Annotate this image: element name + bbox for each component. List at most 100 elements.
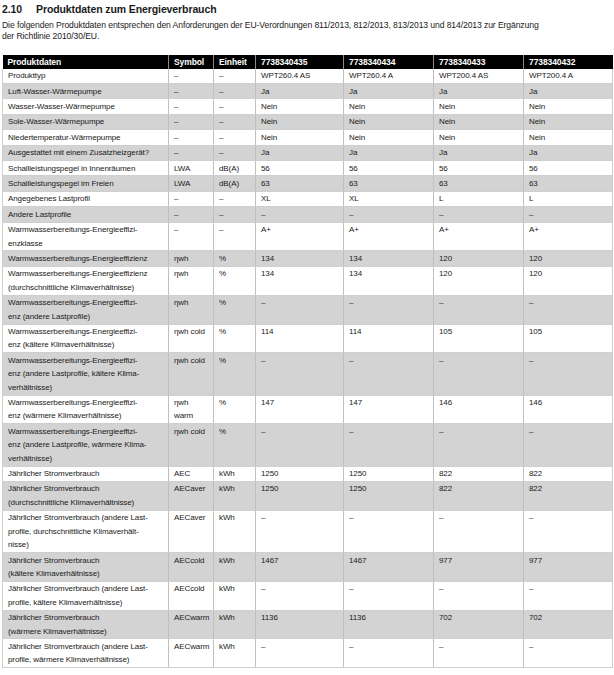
value-cell: 822 — [524, 481, 613, 510]
symbol-cell: – — [169, 145, 214, 160]
value-cell: – — [256, 295, 344, 324]
value-cell: – — [524, 510, 613, 552]
value-cell: Ja — [256, 145, 344, 160]
unit-cell: – — [214, 84, 256, 99]
unit-cell: kWh — [214, 510, 256, 552]
table-row: Jährlicher Stromverbrauch AEC kWh 1250 1… — [3, 466, 613, 481]
unit-cell: kWh — [214, 610, 256, 639]
value-cell: WPT200.4 A — [524, 69, 613, 84]
value-cell: 134 — [256, 251, 344, 266]
value-cell: L — [434, 191, 524, 206]
value-cell: Ja — [524, 145, 613, 160]
table-row: Jährlicher Stromverbrauch (durchschnittl… — [3, 481, 613, 510]
value-cell: 822 — [434, 466, 524, 481]
symbol-cell: AECaver — [169, 510, 214, 552]
row-label-cell: Jährlicher Stromverbrauch (andere Last- … — [3, 510, 169, 552]
value-cell: – — [434, 353, 524, 395]
value-cell: A+ — [524, 222, 613, 251]
table-row: Schallleistungspegel in Innenräumen LWA … — [3, 161, 613, 176]
value-cell: Nein — [524, 114, 613, 129]
table-row: Jährlicher Stromverbrauch (wärmere Klima… — [3, 610, 613, 639]
page-title: Produktdaten zum Energieverbrauch — [36, 3, 217, 16]
value-cell: – — [434, 207, 524, 222]
table-row: Angegebenes Lastprofil – – XL XL L L — [3, 191, 613, 206]
value-cell: 146 — [524, 395, 613, 424]
value-cell: 147 — [256, 395, 344, 424]
symbol-cell: ηwh warm — [169, 395, 214, 424]
value-cell: – — [256, 639, 344, 668]
unit-cell: kWh — [214, 466, 256, 481]
value-cell: – — [524, 353, 613, 395]
value-cell: WPT260.4 A — [344, 69, 434, 84]
value-cell: – — [434, 581, 524, 610]
value-cell: 134 — [256, 266, 344, 295]
value-cell: – — [434, 424, 524, 466]
table-row: Warmwasserbereitungs-Energieeffizienz ηw… — [3, 251, 613, 266]
row-label-cell: Schallleistungspegel im Freien — [3, 176, 169, 191]
value-cell: 1136 — [344, 610, 434, 639]
unit-cell: % — [214, 395, 256, 424]
value-cell: Nein — [344, 114, 434, 129]
row-label-cell: Warmwasserbereitungs-Energieeffizi- enzk… — [3, 222, 169, 251]
value-cell: 977 — [524, 553, 613, 582]
symbol-cell: – — [169, 99, 214, 114]
value-cell: 105 — [434, 324, 524, 353]
row-label-cell: Warmwasserbereitungs-Energieeffizienz — [3, 251, 169, 266]
symbol-cell: – — [169, 69, 214, 84]
value-cell: Nein — [434, 99, 524, 114]
unit-cell: – — [214, 130, 256, 145]
value-cell: Ja — [256, 84, 344, 99]
unit-cell: – — [214, 99, 256, 114]
value-cell: – — [524, 581, 613, 610]
column-header-symbol: Symbol — [169, 55, 214, 69]
row-label-cell: Schallleistungspegel in Innenräumen — [3, 161, 169, 176]
unit-cell: kWh — [214, 481, 256, 510]
row-label-cell: Jährlicher Stromverbrauch (andere Last- … — [3, 639, 169, 668]
row-label-cell: Jährlicher Stromverbrauch (andere Last- … — [3, 581, 169, 610]
value-cell: – — [344, 510, 434, 552]
value-cell: 63 — [256, 176, 344, 191]
unit-cell: % — [214, 353, 256, 395]
row-label-cell: Jährlicher Stromverbrauch (kältere Klima… — [3, 553, 169, 582]
value-cell: – — [524, 295, 613, 324]
value-cell: Nein — [524, 99, 613, 114]
table-row: Sole-Wasser-Wärmepumpe – – Nein Nein Nei… — [3, 114, 613, 129]
value-cell: 63 — [524, 176, 613, 191]
section-heading: 2.10 Produktdaten zum Energieverbrauch — [2, 3, 612, 16]
value-cell: – — [344, 639, 434, 668]
row-label-cell: Niedertemperatur-Wärmepumpe — [3, 130, 169, 145]
symbol-cell: AECwarm — [169, 639, 214, 668]
value-cell: Ja — [344, 84, 434, 99]
table-row: Warmwasserbereitungs-Energieeffizi- enz … — [3, 424, 613, 466]
value-cell: 134 — [344, 266, 434, 295]
value-cell: Nein — [434, 114, 524, 129]
unit-cell: % — [214, 295, 256, 324]
value-cell: WPT200.4 AS — [434, 69, 524, 84]
value-cell: A+ — [434, 222, 524, 251]
value-cell: – — [344, 424, 434, 466]
value-cell: 114 — [344, 324, 434, 353]
table-row: Warmwasserbereitungs-Energieeffizienz (d… — [3, 266, 613, 295]
section-number: 2.10 — [2, 3, 36, 16]
value-cell: 56 — [434, 161, 524, 176]
unit-cell: % — [214, 266, 256, 295]
value-cell: Nein — [434, 130, 524, 145]
value-cell: 147 — [344, 395, 434, 424]
unit-cell: – — [214, 145, 256, 160]
value-cell: Nein — [344, 99, 434, 114]
value-cell: 1136 — [256, 610, 344, 639]
value-cell: – — [434, 510, 524, 552]
value-cell: XL — [256, 191, 344, 206]
unit-cell: – — [214, 69, 256, 84]
value-cell: Ja — [434, 145, 524, 160]
value-cell: – — [344, 353, 434, 395]
row-label-cell: Produkttyp — [3, 69, 169, 84]
value-cell: Nein — [256, 114, 344, 129]
row-label-cell: Jährlicher Stromverbrauch (wärmere Klima… — [3, 610, 169, 639]
value-cell: – — [524, 207, 613, 222]
table-row: Ausgestattet mit einem Zusatzheizgerät? … — [3, 145, 613, 160]
table-row: Jährlicher Stromverbrauch (andere Last- … — [3, 510, 613, 552]
value-cell: 134 — [344, 251, 434, 266]
symbol-cell: – — [169, 222, 214, 251]
intro-text: Die folgenden Produktdaten entsprechen d… — [2, 20, 612, 42]
